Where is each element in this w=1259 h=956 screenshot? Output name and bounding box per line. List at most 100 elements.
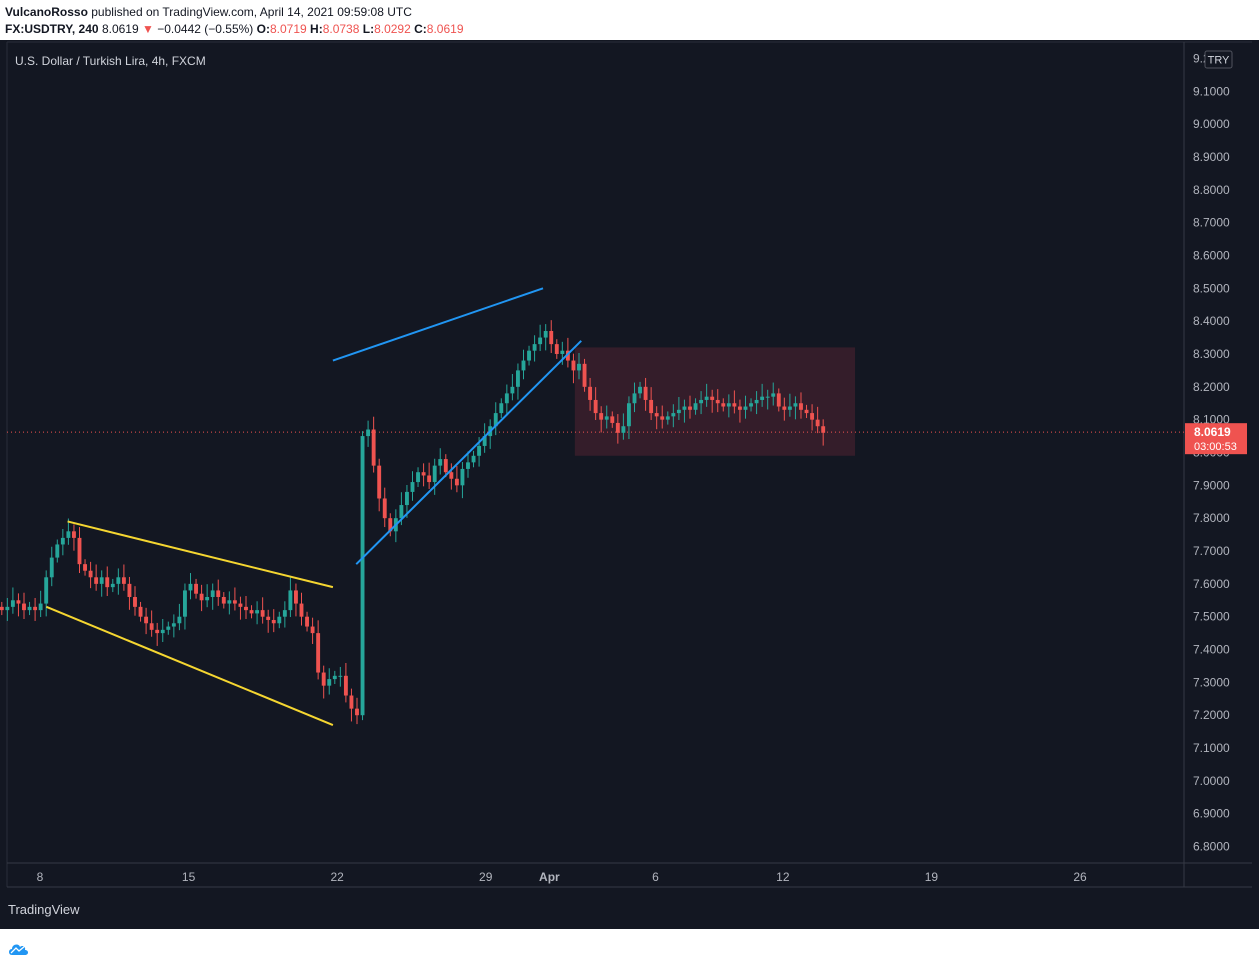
time-tick-label: 19 — [925, 870, 939, 884]
candle — [416, 467, 420, 487]
candle — [188, 573, 193, 600]
candle — [421, 463, 426, 487]
candle — [305, 611, 309, 632]
candle — [299, 592, 304, 626]
candle — [27, 601, 32, 616]
publish-info: published on TradingView.com, April 14, … — [91, 5, 412, 19]
candle — [588, 377, 593, 411]
open-value: 8.0719 — [269, 22, 307, 36]
candle — [66, 518, 71, 545]
price-tick-label: 8.1000 — [1193, 413, 1230, 427]
candle — [149, 610, 154, 637]
candle — [488, 419, 493, 449]
candle — [754, 391, 759, 415]
candle — [288, 577, 293, 618]
time-tick-label: 29 — [479, 870, 493, 884]
candle — [793, 396, 798, 420]
cloud-icon — [9, 944, 28, 955]
currency-badge[interactable]: TRY — [1204, 50, 1233, 69]
candle — [621, 413, 626, 440]
author-name[interactable]: VulcanoRosso — [5, 5, 88, 19]
candle — [527, 345, 531, 366]
price-tick-label: 7.7000 — [1193, 544, 1230, 558]
candle — [432, 458, 437, 495]
last-price: 8.0619 — [101, 22, 139, 36]
wedge-lower-line[interactable] — [45, 605, 334, 726]
candle — [671, 404, 676, 428]
candle — [60, 529, 65, 556]
chart-area[interactable] — [0, 40, 1259, 929]
open-label: O: — [256, 22, 270, 36]
candle — [232, 587, 237, 611]
candle — [699, 391, 704, 415]
candle — [33, 597, 38, 621]
candle — [749, 398, 753, 412]
candle — [532, 335, 537, 362]
price-tick-label: 8.9000 — [1193, 150, 1230, 164]
price-tick-label: 6.8000 — [1193, 840, 1230, 854]
candle — [649, 387, 654, 420]
candle — [338, 666, 343, 687]
candle — [815, 406, 820, 434]
candle — [771, 382, 776, 406]
high-value: 8.0738 — [322, 22, 360, 36]
candle — [554, 339, 559, 359]
candle — [255, 601, 260, 625]
candle — [721, 398, 726, 412]
candle — [538, 324, 543, 352]
candle — [366, 420, 371, 447]
candle — [604, 405, 609, 429]
candle — [382, 487, 387, 528]
chart-frame — [6, 41, 1252, 888]
wedge-upper-line[interactable] — [67, 520, 334, 589]
candle — [782, 397, 787, 421]
price-tick-label: 9.1000 — [1193, 84, 1230, 98]
candle — [571, 353, 576, 384]
candle — [582, 358, 587, 392]
brand-name: TradingView — [8, 902, 80, 917]
candle — [427, 462, 432, 489]
candle — [277, 611, 282, 629]
price-axis[interactable]: 6.8000 6.9000 7.0000 7.1000 7.2000 7.3000 7.40… — [1193, 51, 1230, 853]
candle — [577, 352, 581, 380]
candle — [44, 570, 49, 617]
time-axis[interactable]: 8 15 22 29 Apr 6 12 19 26 — [37, 870, 1087, 884]
candle — [504, 384, 509, 415]
candle — [221, 592, 226, 609]
price-tick-label: 7.6000 — [1193, 577, 1230, 591]
candle — [760, 383, 765, 407]
candle — [16, 593, 21, 617]
price-change: −0.0442 (−0.55%) — [157, 22, 254, 36]
candle — [94, 564, 99, 591]
tradingview-logo[interactable]: TradingView — [8, 902, 80, 955]
candle — [321, 665, 326, 699]
candle — [160, 618, 165, 642]
down-arrow-icon: ▼ — [141, 22, 154, 36]
price-tick-label: 8.6000 — [1193, 248, 1230, 262]
channel-upper-line[interactable] — [332, 287, 544, 362]
candle — [238, 596, 243, 620]
candle — [737, 399, 742, 423]
candle — [121, 564, 126, 591]
symbol-line: FX:USDTRY, 240 8.0619 ▼ −0.0442 (−0.55%)… — [5, 21, 1245, 38]
high-label: H: — [310, 22, 323, 36]
candle — [155, 622, 160, 646]
candle — [643, 377, 648, 411]
candle — [360, 431, 365, 721]
candle — [454, 465, 459, 493]
candle — [388, 513, 393, 537]
candle — [199, 584, 204, 612]
price-chart[interactable]: 6.8000 6.9000 7.0000 7.1000 7.2000 7.3000 7.40… — [0, 40, 1259, 929]
range-box[interactable] — [574, 347, 856, 456]
price-tick-label: 7.2000 — [1193, 708, 1230, 722]
candle — [743, 395, 748, 419]
candle — [549, 320, 554, 353]
candle — [799, 392, 803, 419]
candle — [599, 406, 604, 433]
channel-lower-line[interactable] — [355, 340, 582, 565]
candle — [704, 383, 709, 407]
candle — [144, 607, 149, 635]
candle — [810, 404, 815, 431]
publish-line: VulcanoRosso published on TradingView.co… — [5, 4, 1245, 21]
price-tick-label: 7.8000 — [1193, 511, 1230, 525]
